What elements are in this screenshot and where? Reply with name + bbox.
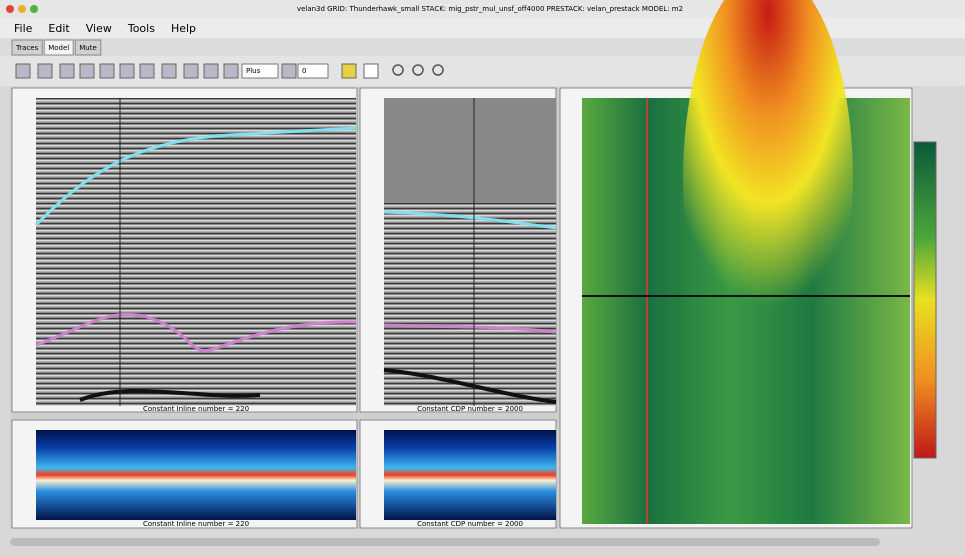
tool-button[interactable]	[184, 64, 198, 78]
panel-caption: Constant CDP number = 2000	[417, 520, 523, 528]
water-column	[384, 98, 556, 203]
tool-button[interactable]	[224, 64, 238, 78]
step-field-text: 0	[302, 67, 306, 75]
panel-caption: Constant Inline number = 220	[143, 405, 249, 413]
tool-button[interactable]	[204, 64, 218, 78]
scale-field-text: Plus	[246, 67, 261, 75]
tool-button[interactable]	[16, 64, 30, 78]
menu-item[interactable]: Help	[171, 22, 196, 35]
tool-button[interactable]	[342, 64, 356, 78]
tab[interactable]: Model	[44, 40, 73, 55]
panel-caption: Constant CDP number = 2000	[417, 405, 523, 413]
close-button[interactable]	[6, 5, 14, 13]
inline-section	[36, 98, 356, 406]
tab-label: Mute	[79, 44, 97, 52]
tool-button[interactable]	[120, 64, 134, 78]
inline-spectrum	[36, 430, 356, 520]
panel-caption: Constant Inline number = 220	[143, 520, 249, 528]
tabs: Traces Model Mute	[12, 40, 101, 55]
tab[interactable]: Mute	[75, 40, 101, 55]
menu-item[interactable]: Tools	[127, 22, 155, 35]
tab-label: Traces	[15, 44, 39, 52]
minimize-button[interactable]	[18, 5, 26, 13]
tool-button[interactable]	[80, 64, 94, 78]
tool-button[interactable]	[38, 64, 52, 78]
tool-button[interactable]	[100, 64, 114, 78]
tool-button[interactable]	[282, 64, 296, 78]
tab[interactable]: Traces	[12, 40, 42, 55]
tool-button[interactable]	[162, 64, 176, 78]
colorbar	[914, 142, 936, 458]
tab-label: Model	[48, 44, 69, 52]
tool-button[interactable]	[60, 64, 74, 78]
page: velan3d GRID: Thunderhawk_small STACK: m…	[0, 0, 965, 552]
menu-item[interactable]: File	[14, 22, 33, 35]
menu-item[interactable]: View	[86, 22, 112, 35]
app-window: velan3d GRID: Thunderhawk_small STACK: m…	[0, 0, 965, 552]
tool-button[interactable]	[364, 64, 378, 78]
menu-item[interactable]: Edit	[48, 22, 70, 35]
cdp-spectrum	[384, 430, 556, 520]
window-title: velan3d GRID: Thunderhawk_small STACK: m…	[297, 5, 683, 13]
tool-button[interactable]	[140, 64, 154, 78]
zoom-button[interactable]	[30, 5, 38, 13]
scrollbar[interactable]	[10, 538, 880, 546]
